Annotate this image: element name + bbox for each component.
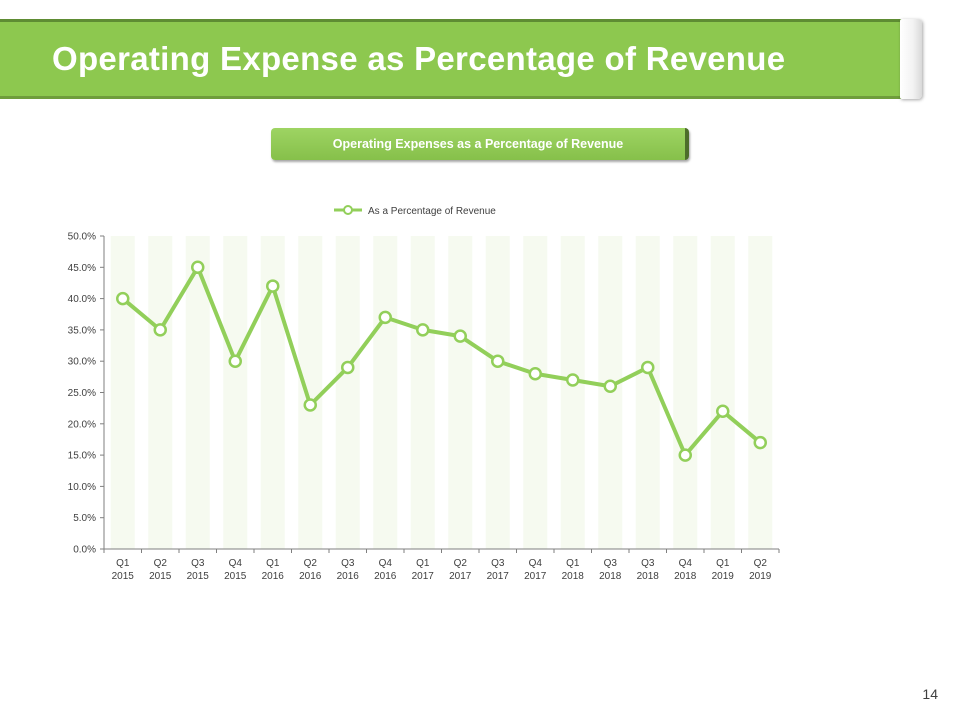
x-tick-label: Q2: [304, 558, 318, 569]
y-tick-label: 15.0%: [68, 451, 96, 462]
data-point: [303, 398, 317, 412]
x-tick-label-year: 2018: [599, 571, 622, 582]
x-tick-label-year: 2017: [449, 571, 472, 582]
title-banner: [0, 19, 915, 99]
data-point: [716, 404, 730, 419]
plot-band: [110, 236, 135, 549]
plot-band: [335, 236, 360, 549]
x-tick-label: Q3: [341, 558, 355, 569]
x-tick-label-year: 2016: [374, 571, 397, 582]
x-tick-label-year: 2015: [112, 571, 135, 582]
title-tab-decoration: [900, 19, 922, 99]
data-point: [753, 435, 767, 450]
x-tick-label-year: 2016: [337, 571, 360, 582]
x-tick-label: Q3: [641, 558, 655, 569]
y-tick-label: 45.0%: [68, 263, 96, 274]
x-tick-label-year: 2017: [487, 571, 510, 582]
plot-band: [373, 236, 398, 549]
series-line: [121, 265, 762, 458]
x-tick-label: Q1: [716, 558, 730, 569]
x-tick-label: Q4: [529, 558, 543, 569]
x-tick-label: Q4: [379, 558, 393, 569]
data-point: [191, 260, 205, 275]
x-tick-label-year: 2015: [149, 571, 172, 582]
data-point: [491, 354, 505, 368]
plot-band: [748, 236, 773, 549]
data-point: [566, 373, 580, 387]
y-tick-label: 10.0%: [68, 482, 96, 493]
plot-band: [635, 236, 660, 549]
data-point: [416, 323, 430, 337]
plot-band: [485, 236, 510, 549]
x-tick-label: Q3: [191, 558, 205, 569]
page-title: Operating Expense as Percentage of Reven…: [52, 40, 786, 77]
plot-band: [448, 236, 473, 549]
x-tick-label-year: 2016: [299, 571, 322, 582]
data-point: [228, 354, 242, 368]
x-tick-label-year: 2015: [187, 571, 210, 582]
line-chart: As a Percentage of Revenue 0.0% 5.0% 10.0% 1…: [68, 205, 780, 582]
plot-band: [148, 236, 173, 549]
x-tick-label-year: 2018: [637, 571, 660, 582]
y-tick-label: 35.0%: [68, 325, 96, 336]
data-point: [641, 360, 655, 375]
plot-band: [523, 236, 548, 549]
chart-header-label: Operating Expenses as a Percentage of Re…: [271, 128, 689, 160]
data-point: [116, 291, 130, 306]
data-point: [378, 310, 392, 325]
x-tick-label: Q1: [416, 558, 430, 569]
plot-band: [560, 236, 585, 549]
x-tick-label: Q1: [566, 558, 580, 569]
x-tick-label: Q2: [154, 558, 168, 569]
plot-band: [223, 236, 248, 549]
slide-number: 14: [922, 686, 938, 702]
x-tick-label-year: 2019: [749, 571, 772, 582]
plot-band: [410, 236, 435, 549]
y-tick-label: 30.0%: [68, 357, 96, 368]
x-tick-label: Q4: [229, 558, 243, 569]
x-tick-label: Q4: [679, 558, 693, 569]
x-tick-label: Q2: [754, 558, 768, 569]
data-point: [266, 279, 280, 293]
x-tick-label-year: 2017: [412, 571, 435, 582]
x-tick-label-year: 2015: [224, 571, 247, 582]
y-tick-label: 5.0%: [73, 513, 96, 524]
x-tick-label-year: 2018: [674, 571, 697, 582]
y-tick-label: 0.0%: [73, 545, 96, 556]
data-point: [153, 323, 167, 337]
y-tick-label: 20.0%: [68, 419, 96, 430]
data-point: [603, 379, 617, 393]
x-tick-label-year: 2019: [712, 571, 735, 582]
data-point: [453, 329, 467, 343]
x-tick-label: Q3: [604, 558, 618, 569]
data-point: [341, 360, 355, 375]
y-tick-label: 50.0%: [68, 232, 96, 243]
legend-marker: [343, 205, 353, 215]
plot-band: [673, 236, 698, 549]
plot-band: [710, 236, 735, 549]
data-point: [528, 366, 542, 381]
x-tick-label: Q1: [266, 558, 280, 569]
y-tick-label: 25.0%: [68, 388, 96, 399]
x-tick-label-year: 2018: [562, 571, 585, 582]
x-tick-label: Q3: [491, 558, 505, 569]
plot-band: [298, 236, 323, 549]
legend-label: As a Percentage of Revenue: [368, 206, 496, 217]
y-tick-label: 40.0%: [68, 294, 96, 305]
data-point: [678, 448, 692, 462]
x-tick-label-year: 2016: [262, 571, 285, 582]
x-tick-label: Q2: [454, 558, 468, 569]
x-tick-label: Q1: [116, 558, 130, 569]
x-tick-label-year: 2017: [524, 571, 547, 582]
